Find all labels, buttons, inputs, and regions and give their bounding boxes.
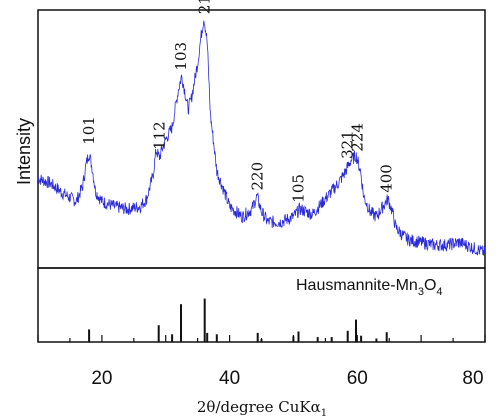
lower-panel-frame	[37, 267, 486, 343]
x-tick-label-40: 40	[219, 368, 240, 389]
x-tick-label-80: 80	[462, 368, 483, 389]
peak-label-103: 103	[172, 42, 190, 71]
peak-label-112: 112	[150, 121, 168, 150]
lower-panel: Hausmannite-Mn3O4 20 40 60 80	[37, 267, 486, 389]
x-axis-label-subscript: 1	[321, 408, 327, 419]
reference-label-main: Hausmannite-Mn	[296, 277, 418, 294]
xrd-pattern	[37, 20, 486, 256]
peak-label-224: 224	[348, 123, 366, 152]
reference-label: Hausmannite-Mn3O4	[296, 277, 443, 298]
y-axis-label: Intensity	[14, 118, 34, 185]
x-axis-ticks: 20 40 60 80	[37, 335, 486, 389]
peak-label-321: 321	[339, 130, 357, 159]
reference-label-sub2: 4	[436, 286, 442, 298]
peak-label-101: 101	[80, 116, 98, 145]
peak-label-211: 211	[196, 0, 214, 14]
x-tick-label-20: 20	[91, 368, 112, 389]
reference-label-sub1: 3	[418, 286, 424, 298]
peak-label-220: 220	[249, 162, 267, 191]
reference-label-mid: O	[424, 277, 436, 294]
x-axis-label-main: 2θ/degree CuKα	[197, 398, 321, 416]
upper-panel-frame	[37, 9, 486, 269]
xrd-pattern-line	[37, 20, 486, 256]
x-axis-label: 2θ/degree CuKα1	[197, 398, 327, 419]
peak-label-105: 105	[290, 174, 308, 203]
x-tick-label-60: 60	[347, 368, 368, 389]
peak-label-400: 400	[378, 164, 396, 193]
reference-lines	[88, 298, 388, 342]
